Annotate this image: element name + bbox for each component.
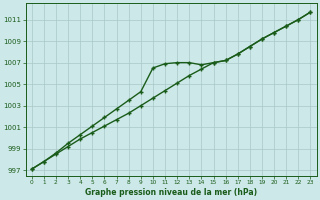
X-axis label: Graphe pression niveau de la mer (hPa): Graphe pression niveau de la mer (hPa) [85,188,257,197]
